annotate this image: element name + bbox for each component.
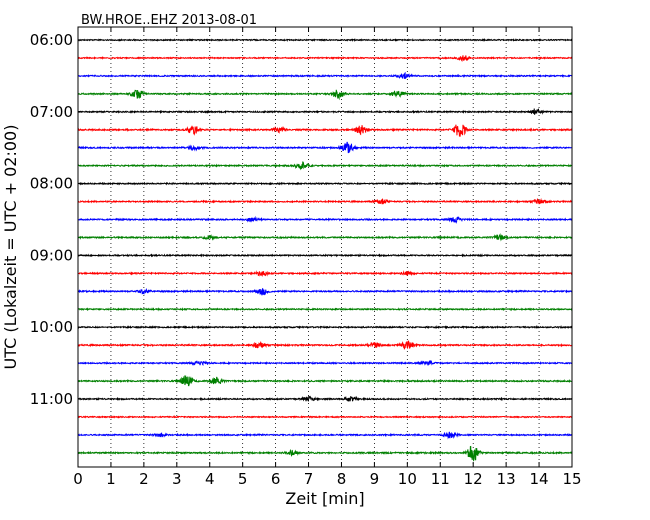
trace-0715 [77,124,573,137]
trace-0800 [77,181,573,186]
x-tick-label-8: 8 [337,470,347,488]
x-tick-label-13: 13 [497,470,516,488]
y-tick-label-5: 11:00 [30,390,73,408]
x-tick-label-3: 3 [172,470,182,488]
x-tick-label-2: 2 [139,470,149,488]
y-tick-label-3: 09:00 [30,246,73,264]
trace-1145 [77,445,573,462]
y-axis-ticks: 06:00 07:00 08:00 09:00 10:00 11:00 [30,31,572,408]
y-tick-label-4: 10:00 [30,318,73,336]
x-tick-label-15: 15 [562,470,581,488]
trace-0900 [77,253,573,258]
x-axis-label: Zeit [min] [285,489,364,508]
trace-1015 [77,340,573,350]
x-tick-label-1: 1 [106,470,116,488]
trace-0730 [77,141,573,154]
x-tick-label-12: 12 [464,470,483,488]
trace-1030 [77,359,573,366]
trace-0600 [77,38,573,42]
x-tick-label-0: 0 [73,470,83,488]
trace-0700 [77,108,573,115]
x-tick-label-11: 11 [431,470,450,488]
trace-0645 [77,89,573,101]
trace-0630 [77,71,573,80]
x-tick-label-14: 14 [530,470,549,488]
trace-1130 [77,431,573,440]
trace-0915 [77,270,573,277]
y-axis-label: UTC (Lokalzeit = UTC + 02:00) [1,125,20,370]
x-tick-label-10: 10 [398,470,417,488]
x-tick-label-5: 5 [238,470,248,488]
x-tick-label-4: 4 [205,470,215,488]
trace-1000 [77,324,573,330]
trace-0815 [77,197,573,205]
y-tick-label-2: 08:00 [30,175,73,193]
x-tick-label-7: 7 [304,470,314,488]
trace-1100 [77,395,573,402]
trace-0745 [77,161,573,171]
trace-0615 [77,55,573,63]
trace-0830 [77,215,573,224]
y-tick-label-0: 06:00 [30,31,73,49]
plot-frame [77,26,573,468]
trace-0945 [77,307,573,312]
trace-0845 [77,233,573,242]
chart-title: BW.HROE..EHZ 2013-08-01 [81,13,257,28]
y-tick-label-1: 07:00 [30,103,73,121]
trace-1115 [77,414,573,419]
x-tick-label-9: 9 [370,470,380,488]
trace-0930 [77,287,573,296]
seismic-traces [77,38,573,462]
x-tick-label-6: 6 [271,470,281,488]
x-axis-ticks: 0 1 2 3 4 5 6 7 8 9 10 11 12 13 14 15 [73,27,582,488]
trace-1045 [77,375,573,387]
grid-lines [110,27,540,467]
